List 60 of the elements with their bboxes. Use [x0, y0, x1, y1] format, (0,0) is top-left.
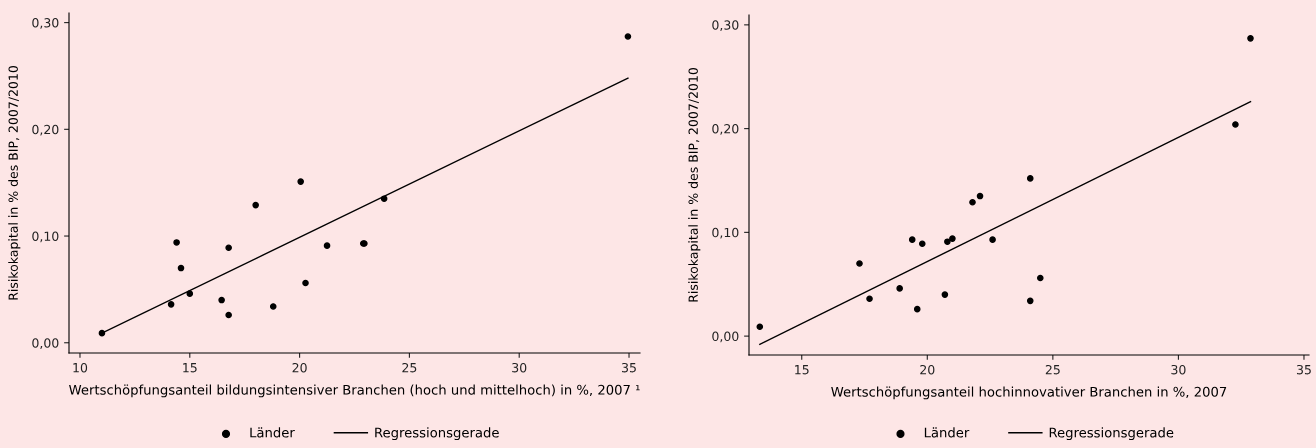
point	[218, 296, 225, 304]
point	[167, 301, 175, 308]
point	[323, 242, 331, 249]
x-axis-title: Wertschöpfungsanteil hochinnovativer Branchen in %, 2007	[831, 386, 1227, 400]
point	[380, 195, 388, 202]
point	[918, 240, 926, 248]
x-tick-label: 15	[795, 365, 809, 375]
point	[225, 311, 232, 319]
legend-label: Regressionsgerade	[1049, 427, 1174, 441]
x-tick-label: 30	[512, 362, 527, 373]
y-axis-title: Risikokapital in % des BIP, 2007/2010	[688, 68, 701, 302]
point	[856, 260, 863, 267]
point	[1026, 175, 1034, 182]
y-tick-label: 0,20	[32, 124, 59, 136]
x-tick-label: 30	[1171, 364, 1186, 375]
point	[896, 285, 903, 292]
x-tick-label: 20	[292, 362, 307, 373]
y-tick-label: 0,10	[712, 227, 739, 239]
point	[866, 295, 873, 303]
point	[1247, 35, 1254, 42]
point	[302, 279, 309, 287]
point	[756, 323, 764, 331]
point	[989, 236, 996, 243]
x-tick-label: 20	[920, 364, 935, 375]
point	[908, 236, 916, 243]
point	[913, 305, 921, 313]
point	[1232, 121, 1239, 128]
point	[624, 33, 632, 40]
point	[941, 291, 949, 298]
point	[949, 235, 956, 242]
point	[969, 198, 976, 206]
point	[944, 238, 951, 245]
y-axis-title: Risikokapital in % des BIP, 2007/2010	[8, 66, 21, 300]
point	[1026, 297, 1034, 305]
x-tick-label: 25	[1045, 364, 1060, 375]
y-tick-label: 0,00	[712, 331, 739, 343]
y-tick-label: 0,20	[712, 124, 739, 135]
point	[225, 244, 232, 252]
point	[976, 192, 984, 200]
legend-label: Länder	[924, 427, 970, 438]
x-tick-label: 35	[622, 362, 636, 373]
point	[269, 303, 277, 310]
point	[173, 239, 180, 246]
y-tick-label: 0,30	[32, 18, 59, 29]
y-tick-label: 0,00	[32, 338, 59, 349]
y-tick-label: 0,10	[32, 231, 59, 243]
x-tick-label: 15	[183, 363, 197, 373]
legend-label: Regressionsgerade	[375, 427, 499, 441]
point	[186, 290, 194, 297]
point	[177, 264, 185, 272]
point	[297, 178, 304, 185]
x-axis-title: Wertschöpfungsanteil bildungsintensiver Branchen (hoch und mittelhoch) in %, 2007 ¹	[69, 384, 640, 398]
legend-label: Länder	[250, 427, 295, 438]
point	[98, 329, 106, 337]
x-tick-label: 35	[1296, 364, 1311, 375]
point	[252, 201, 259, 209]
x-tick-label: 25	[402, 362, 417, 373]
point	[1037, 274, 1044, 282]
x-tick-label: 10	[73, 362, 88, 373]
y-tick-label: 0,30	[712, 20, 739, 32]
